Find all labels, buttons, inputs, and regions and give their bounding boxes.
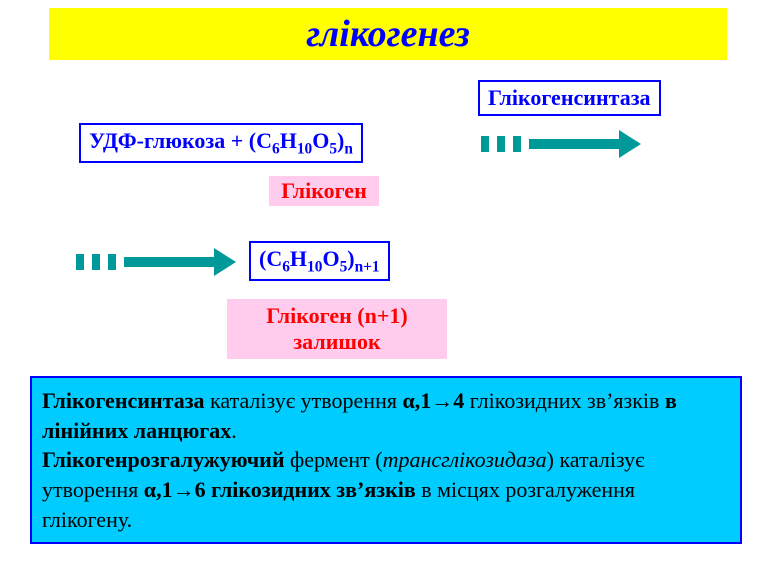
glycogen-label: Глікоген [269,176,379,206]
arrow-enzyme [481,130,641,158]
slide-title: глікогенез [49,8,727,60]
description-box: Глікогенсинтаза каталізує утворення α,1→… [30,376,742,544]
enzyme-text: Глікогенсинтаза [488,85,651,110]
glycogen-n1-label: Глікоген (n+1) залишок [227,299,447,359]
substrate-formula: УДФ-глюкоза + (C6H10O5)n [89,128,353,153]
para-text: Глікогенсинтаза каталізує утворення α,1→… [42,388,677,532]
product-formula: (C6H10O5)n+1 [259,246,380,271]
product-box: (C6H10O5)n+1 [249,241,390,281]
arrow-product [76,248,236,276]
enzyme-box: Глікогенсинтаза [478,80,661,116]
substrate-box: УДФ-глюкоза + (C6H10O5)n [79,123,363,163]
title-text: глікогенез [306,13,470,55]
